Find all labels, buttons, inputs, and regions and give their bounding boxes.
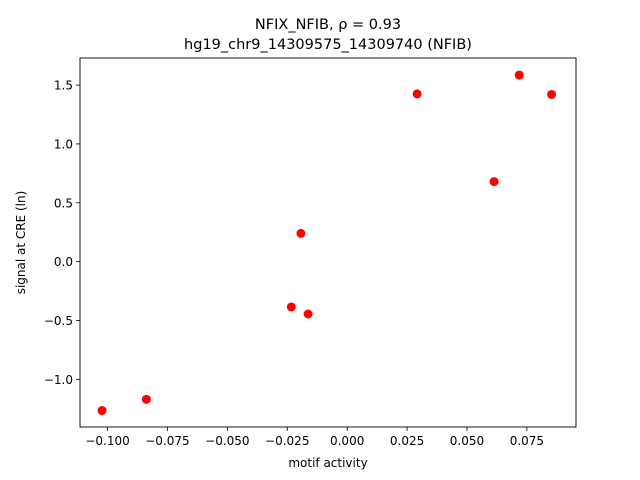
chart-title-line2: hg19_chr9_14309575_14309740 (NFIB) (184, 37, 472, 53)
data-point (547, 89, 557, 99)
y-tick-label: −1.0 (44, 373, 73, 387)
y-axis-ticks: −1.0 −0.5 0.0 0.5 1.0 1.5 (44, 79, 80, 387)
x-tick-label: 0.025 (390, 434, 424, 448)
data-point (303, 309, 313, 319)
data-point (97, 406, 107, 416)
data-point (412, 89, 422, 99)
x-tick-label: −0.025 (265, 434, 309, 448)
data-point (296, 228, 306, 238)
x-tick-label: −0.100 (85, 434, 129, 448)
plot-frame (79, 57, 577, 428)
y-tick-label: 0.5 (54, 196, 73, 210)
x-tick-label: 0.000 (330, 434, 364, 448)
y-tick-label: 1.0 (54, 137, 73, 151)
data-point (514, 70, 524, 80)
x-tick-label: 0.050 (450, 434, 484, 448)
data-point (286, 302, 296, 312)
x-axis-label: motif activity (288, 456, 367, 470)
chart-title-line1: NFIX_NFIB, ρ = 0.93 (255, 17, 401, 33)
x-tick-label: 0.075 (510, 434, 544, 448)
x-axis-ticks: −0.100 −0.075 −0.050 −0.025 0.000 0.025 0.050 0… (85, 427, 544, 448)
data-point (141, 394, 151, 404)
y-axis-label: signal at CRE (ln) (14, 191, 28, 295)
data-points (97, 70, 557, 416)
y-tick-label: 0.0 (54, 255, 73, 269)
x-tick-label: −0.050 (205, 434, 249, 448)
y-tick-label: 1.5 (54, 79, 73, 93)
x-tick-label: −0.075 (145, 434, 189, 448)
y-tick-label: −0.5 (44, 314, 73, 328)
data-point (489, 177, 499, 187)
